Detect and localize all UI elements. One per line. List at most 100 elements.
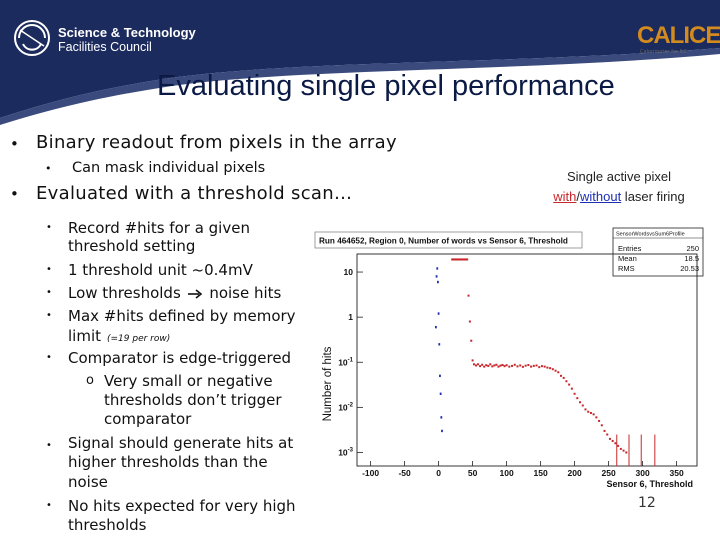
point-with-laser xyxy=(501,363,504,366)
noise-hits-text: noise hits xyxy=(209,284,282,302)
point-with-laser xyxy=(481,363,484,366)
point-with-laser xyxy=(619,447,622,450)
point-with-laser xyxy=(554,369,557,372)
point-with-laser xyxy=(459,258,462,261)
point-with-laser xyxy=(491,365,494,368)
point-with-laser xyxy=(579,401,582,404)
point-without-laser xyxy=(440,416,443,419)
point-with-laser xyxy=(543,365,546,368)
point-with-laser xyxy=(540,365,543,368)
point-with-laser xyxy=(452,258,455,261)
point-with-laser xyxy=(462,258,465,261)
x-tick-label: 350 xyxy=(670,468,684,478)
point-with-laser xyxy=(493,364,496,367)
slide-header: Science & Technology Facilities Council … xyxy=(0,0,720,125)
y-tick-label: 1 xyxy=(348,312,353,322)
point-with-laser xyxy=(560,374,562,377)
point-with-laser xyxy=(608,437,611,440)
point-with-laser xyxy=(503,365,506,368)
x-axis-label: Sensor 6, Threshold xyxy=(606,479,693,489)
x-tick-label: -50 xyxy=(398,468,411,478)
calice-logo-text: CALICE xyxy=(637,22,720,49)
bullet-binary-readout: Binary readout from pixels in the array xyxy=(36,132,397,153)
point-with-laser xyxy=(499,364,502,367)
point-with-laser xyxy=(519,364,522,367)
y-tick-label: 10 xyxy=(344,267,354,277)
x-tick-label: 300 xyxy=(636,468,650,478)
point-with-laser xyxy=(565,380,568,383)
point-with-laser xyxy=(614,442,617,445)
stats-box xyxy=(612,227,704,277)
caption-with: with xyxy=(553,189,577,204)
point-with-laser xyxy=(570,387,573,390)
point-with-laser xyxy=(557,371,560,374)
point-with-laser xyxy=(468,320,471,323)
stats-name: SensorWordsvsSum6Profile xyxy=(616,232,685,238)
point-with-laser xyxy=(527,363,530,366)
list-item-threshold-unit: 1 threshold unit ~0.4mV xyxy=(68,261,253,279)
caption-line1: Single active pixel xyxy=(566,169,672,184)
point-with-laser xyxy=(551,368,554,371)
bullet-dot-icon: • xyxy=(10,185,19,203)
org-name-line1: Science & Technology xyxy=(58,25,196,40)
point-with-laser xyxy=(505,364,508,367)
point-without-laser xyxy=(437,280,439,284)
x-tick-label: 0 xyxy=(436,468,441,478)
point-with-laser xyxy=(535,364,538,367)
list-item-small-thresholds-3: comparator xyxy=(104,410,192,428)
header-band xyxy=(0,0,720,125)
plot-title-box xyxy=(314,231,583,249)
point-with-laser xyxy=(576,397,579,400)
limit-text: limit xyxy=(68,327,101,345)
point-with-laser xyxy=(453,258,456,261)
point-without-laser xyxy=(439,374,441,378)
stats-mean-label: Mean xyxy=(618,254,637,263)
point-without-laser xyxy=(438,343,441,346)
y-tick-label: 10-1 xyxy=(338,357,353,367)
stats-entries-value: 250 xyxy=(686,244,699,253)
stats-rms-value: 20.53 xyxy=(680,264,699,273)
threshold-scan-plot: Run 464652, Region 0, Number of words vs… xyxy=(311,224,710,494)
list-item-signal-1: Signal should generate hits at xyxy=(68,434,294,452)
point-without-laser xyxy=(441,429,443,433)
page-number: 12 xyxy=(638,495,656,511)
stats-rms-label: RMS xyxy=(618,264,635,273)
point-with-laser xyxy=(606,433,609,436)
stats-entries-label: Entries xyxy=(618,244,642,253)
x-tick-label: -100 xyxy=(362,468,379,478)
plot-frame xyxy=(356,253,698,467)
point-with-laser xyxy=(573,392,576,395)
bullet-dot-icon: • xyxy=(46,500,52,511)
stfc-wordmark: Science & Technology Facilities Council xyxy=(58,25,196,55)
bullet-dot-icon: • xyxy=(46,440,52,451)
point-without-laser xyxy=(436,267,439,270)
point-with-laser xyxy=(485,364,488,367)
bullet-dot-icon: • xyxy=(46,352,52,363)
point-with-laser xyxy=(521,365,524,368)
list-item-record-hits-2: threshold setting xyxy=(68,237,196,255)
x-tick-label: 100 xyxy=(500,468,514,478)
list-item-max-hits-limit: limit (=19 per row) xyxy=(68,326,170,350)
point-with-laser xyxy=(508,365,511,368)
right-arrow-icon xyxy=(187,288,202,299)
point-with-laser xyxy=(581,404,584,407)
point-with-laser xyxy=(463,258,466,261)
point-with-laser xyxy=(617,444,620,447)
point-with-laser xyxy=(483,365,486,368)
plot-caption: Single active pixel with/without laser f… xyxy=(530,167,708,207)
point-with-laser xyxy=(530,365,533,368)
point-without-laser xyxy=(437,312,440,315)
list-item-max-hits: Max #hits defined by memory xyxy=(68,307,296,325)
bullet-dot-icon: • xyxy=(45,162,52,175)
point-with-laser xyxy=(495,363,498,366)
bullet-dot-icon: • xyxy=(46,264,52,275)
point-with-laser xyxy=(595,416,598,419)
point-with-laser xyxy=(622,449,625,452)
stfc-logo-icon xyxy=(14,20,50,56)
y-tick-label: 10-2 xyxy=(338,402,353,412)
point-with-laser xyxy=(532,364,535,367)
bullet-threshold-scan: Evaluated with a threshold scan… xyxy=(36,183,353,204)
point-with-laser xyxy=(546,366,549,369)
point-with-laser xyxy=(625,451,628,454)
caption-rest: laser firing xyxy=(621,189,685,204)
